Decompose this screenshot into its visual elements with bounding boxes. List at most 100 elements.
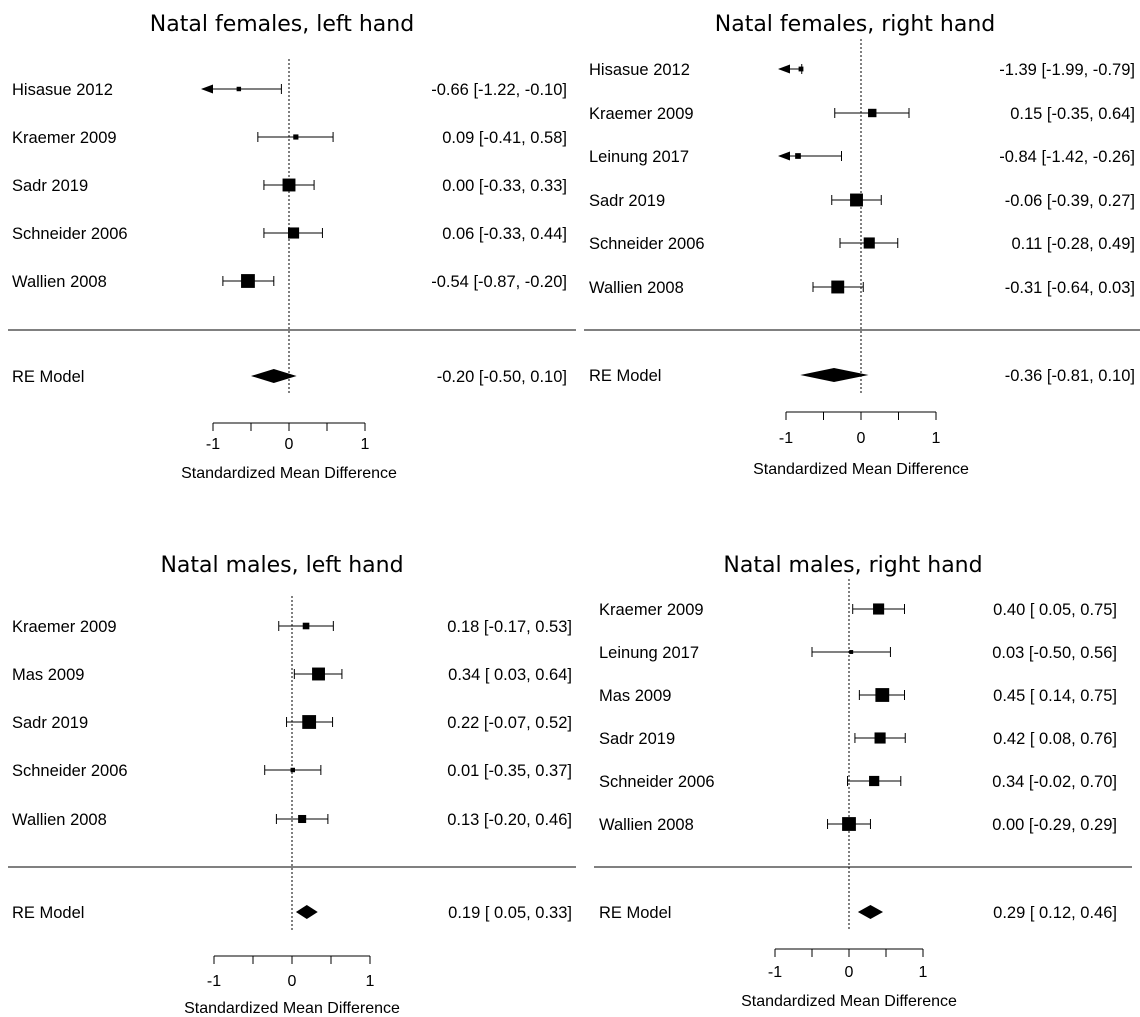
study-label: Mas 2009 <box>599 687 671 705</box>
x-tick-label: -1 <box>779 430 793 447</box>
study-label: Schneider 2006 <box>599 773 715 791</box>
x-tick-label: -1 <box>768 964 782 981</box>
study-estimate-square <box>831 280 845 294</box>
study-estimate-square <box>849 650 854 654</box>
summary-label: RE Model <box>12 904 84 922</box>
study-ci-text: 0.01 [-0.35, 0.37] <box>447 762 572 780</box>
study-label: Schneider 2006 <box>589 235 705 253</box>
panel-title: Natal males, left hand <box>160 553 403 578</box>
study-label: Kraemer 2009 <box>12 129 117 147</box>
study-estimate-square <box>873 603 885 615</box>
study-ci-text: 0.22 [-0.07, 0.52] <box>447 714 572 732</box>
study-estimate-square <box>869 775 880 787</box>
study-estimate-square <box>290 767 295 773</box>
study-label: Sadr 2019 <box>589 192 665 210</box>
study-estimate-square <box>850 193 863 207</box>
study-label: Mas 2009 <box>12 666 84 684</box>
x-tick-label: -1 <box>206 436 220 453</box>
study-label: Hisasue 2012 <box>12 81 113 99</box>
study-label: Kraemer 2009 <box>599 601 704 619</box>
study-estimate-square <box>282 178 296 192</box>
study-label: Leinung 2017 <box>599 644 699 662</box>
study-ci-truncation-arrow <box>201 84 213 94</box>
forest-panel-4: Natal males, right hand Kraemer 2009 0.40 … <box>594 553 1132 1010</box>
study-ci-text: 0.00 [-0.29, 0.29] <box>992 816 1117 834</box>
summary-diamond <box>800 368 869 382</box>
x-tick-label: 0 <box>285 436 294 453</box>
study-estimate-square <box>868 108 877 118</box>
study-ci-text: -1.39 [-1.99, -0.79] <box>999 61 1135 79</box>
study-label: Schneider 2006 <box>12 225 128 243</box>
study-ci-text: -0.31 [-0.64, 0.03] <box>1005 279 1135 297</box>
x-tick-label: 1 <box>932 430 941 447</box>
study-ci-text: 0.45 [ 0.14, 0.75] <box>993 687 1117 705</box>
study-ci-text: 0.15 [-0.35, 0.64] <box>1010 105 1135 123</box>
summary-label: RE Model <box>12 368 84 386</box>
x-axis-title: Standardized Mean Difference <box>753 461 969 478</box>
study-label: Wallien 2008 <box>12 811 107 829</box>
study-ci-text: -0.54 [-0.87, -0.20] <box>431 273 567 291</box>
study-ci-text: 0.06 [-0.33, 0.44] <box>442 225 567 243</box>
study-ci-text: -0.66 [-1.22, -0.10] <box>431 81 567 99</box>
study-ci-text: 0.03 [-0.50, 0.56] <box>992 644 1117 662</box>
study-estimate-square <box>293 134 299 140</box>
study-label: Schneider 2006 <box>12 762 128 780</box>
study-estimate-square <box>863 237 875 249</box>
x-tick-label: 0 <box>845 964 854 981</box>
x-tick-label: 0 <box>857 430 866 447</box>
x-tick-label: -1 <box>207 973 221 990</box>
study-label: Hisasue 2012 <box>589 61 690 79</box>
study-label: Wallien 2008 <box>12 273 107 291</box>
study-estimate-square <box>236 86 242 92</box>
summary-ci-text: -0.20 [-0.50, 0.10] <box>437 368 567 386</box>
x-axis-title: Standardized Mean Difference <box>181 465 397 482</box>
study-label: Sadr 2019 <box>599 730 675 748</box>
study-label: Sadr 2019 <box>12 714 88 732</box>
x-tick-label: 1 <box>919 964 928 981</box>
study-estimate-square <box>288 227 300 239</box>
study-ci-truncation-arrow <box>778 151 790 161</box>
study-estimate-square <box>875 688 890 702</box>
study-estimate-square <box>312 667 325 681</box>
study-estimate-square <box>302 622 310 630</box>
summary-label: RE Model <box>599 904 671 922</box>
x-axis-title: Standardized Mean Difference <box>741 993 957 1010</box>
study-ci-text: -0.84 [-1.42, -0.26] <box>999 148 1135 166</box>
study-ci-text: 0.00 [-0.33, 0.33] <box>442 177 567 195</box>
study-estimate-square <box>798 66 804 72</box>
study-estimate-square <box>874 732 886 744</box>
study-ci-text: 0.11 [-0.28, 0.49] <box>1011 235 1135 253</box>
summary-ci-text: -0.36 [-0.81, 0.10] <box>1005 367 1135 385</box>
study-ci-text: -0.06 [-0.39, 0.27] <box>1005 192 1135 210</box>
forest-panel-1: Natal females, left hand Hisasue 2012 -0.6… <box>8 12 576 482</box>
x-tick-label: 1 <box>366 973 375 990</box>
summary-diamond <box>857 905 884 919</box>
study-ci-text: 0.34 [ 0.03, 0.64] <box>448 666 572 684</box>
study-ci-text: 0.42 [ 0.08, 0.76] <box>993 730 1117 748</box>
study-ci-text: 0.09 [-0.41, 0.58] <box>442 129 567 147</box>
x-tick-label: 1 <box>361 436 370 453</box>
summary-label: RE Model <box>589 367 661 385</box>
study-label: Wallien 2008 <box>589 279 684 297</box>
study-label: Wallien 2008 <box>599 816 694 834</box>
study-label: Kraemer 2009 <box>12 618 117 636</box>
study-ci-text: 0.40 [ 0.05, 0.75] <box>993 601 1117 619</box>
forest-panel-2: Natal females, right hand Hisasue 2012 -1.… <box>584 12 1140 478</box>
panel-title: Natal females, right hand <box>715 12 995 37</box>
summary-diamond <box>251 369 297 383</box>
forest-panel-3: Natal males, left hand Kraemer 2009 0.18 [… <box>8 553 576 1017</box>
panel-title: Natal females, left hand <box>150 12 414 37</box>
panel-title: Natal males, right hand <box>723 553 982 578</box>
summary-ci-text: 0.19 [ 0.05, 0.33] <box>448 904 572 922</box>
x-axis-title: Standardized Mean Difference <box>184 1000 400 1017</box>
study-estimate-square <box>241 274 255 288</box>
study-estimate-square <box>842 817 856 831</box>
summary-ci-text: 0.29 [ 0.12, 0.46] <box>993 904 1117 922</box>
study-estimate-square <box>795 153 801 159</box>
study-label: Kraemer 2009 <box>589 105 694 123</box>
study-ci-truncation-arrow <box>778 64 790 74</box>
study-label: Sadr 2019 <box>12 177 88 195</box>
study-ci-text: 0.34 [-0.02, 0.70] <box>992 773 1117 791</box>
study-label: Leinung 2017 <box>589 148 689 166</box>
